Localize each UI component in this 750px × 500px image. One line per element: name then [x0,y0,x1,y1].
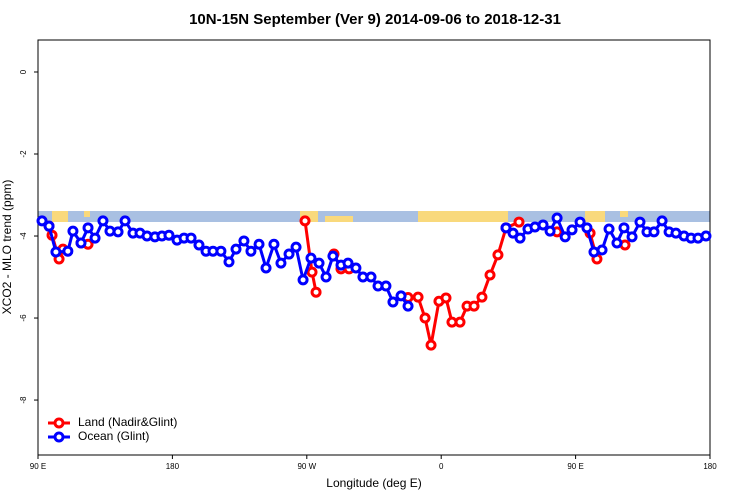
x-tick-label: 180 [166,462,180,471]
data-point [402,300,414,312]
data-point [551,212,563,224]
data-point [112,226,124,238]
data-point [700,230,712,242]
series-line [407,220,520,346]
data-point [454,316,466,328]
data-point [425,339,437,351]
data-point [97,215,109,227]
data-point [36,215,48,227]
data-point [634,216,646,228]
data-point [412,291,424,303]
data-point [514,232,526,244]
land-strip [325,216,353,222]
x-tick-label: 90 E [567,462,583,471]
data-point [656,215,668,227]
data-point [603,223,615,235]
data-point [223,256,235,268]
data-point [611,237,623,249]
data-point [618,222,630,234]
data-point [306,266,318,278]
data-point [320,271,332,283]
data-point [185,232,197,244]
data-point [89,232,101,244]
legend-label: Ocean (Glint) [78,429,149,443]
y-tick-label: -2 [19,150,28,158]
data-point [238,235,250,247]
data-point [350,262,362,274]
data-point [297,274,309,286]
data-point [419,312,431,324]
y-tick-label: -8 [19,396,28,404]
y-tick-label: -4 [19,232,28,240]
legend-marker [53,417,65,429]
y-tick-label: 0 [19,69,28,74]
data-point [559,231,571,243]
plot-frame [37,39,711,456]
data-point [305,252,317,264]
data-point [119,215,131,227]
data-point [500,222,512,234]
data-point [626,231,638,243]
data-point [215,245,227,257]
data-point [468,300,480,312]
data-point [596,244,608,256]
data-point [50,246,62,258]
data-point [574,216,586,228]
data-point [299,215,311,227]
data-point [566,224,578,236]
ocean-strip [38,211,710,222]
data-point [395,290,407,302]
data-point [544,225,556,237]
data-point [537,219,549,231]
data-point [290,241,302,253]
land-strip [585,211,605,222]
land-strip [418,211,508,222]
data-point [507,227,519,239]
y-tick-label: -6 [19,314,28,322]
land-strip [52,211,68,222]
data-point [67,225,79,237]
data-point [230,243,242,255]
data-point [193,239,205,251]
legend-marker [53,431,65,443]
data-point [648,226,660,238]
x-tick-label: 0 [439,462,444,471]
chart-title: 10N-15N September (Ver 9) 2014-09-06 to … [189,11,561,28]
legend-label: Land (Nadir&Glint) [78,415,177,429]
data-point [581,222,593,234]
land-strip [300,211,318,222]
data-point [82,222,94,234]
data-point [310,286,322,298]
data-point [484,269,496,281]
data-point [365,271,377,283]
data-point [283,248,295,260]
data-point [440,292,452,304]
data-point [268,238,280,250]
x-tick-label: 90 W [297,462,316,471]
data-point [163,229,175,241]
data-point [387,296,399,308]
data-point [275,257,287,269]
data-point [327,250,339,262]
data-point [43,220,55,232]
x-axis-label: Longitude (deg E) [326,476,421,490]
data-point [342,257,354,269]
data-point [62,245,74,257]
x-tick-label: 90 E [30,462,46,471]
land-strip [84,211,90,217]
data-point [492,249,504,261]
x-tick-label: 180 [703,462,717,471]
data-point [260,262,272,274]
y-axis-label: XCO2 - MLO trend (ppm) [0,180,14,315]
data-point [380,280,392,292]
map-strip [38,211,710,222]
data-point [476,291,488,303]
data-point [245,245,257,257]
data-point [313,257,325,269]
data-point [75,237,87,249]
land-strip [620,211,628,217]
data-point [253,238,265,250]
data-point [513,216,525,228]
